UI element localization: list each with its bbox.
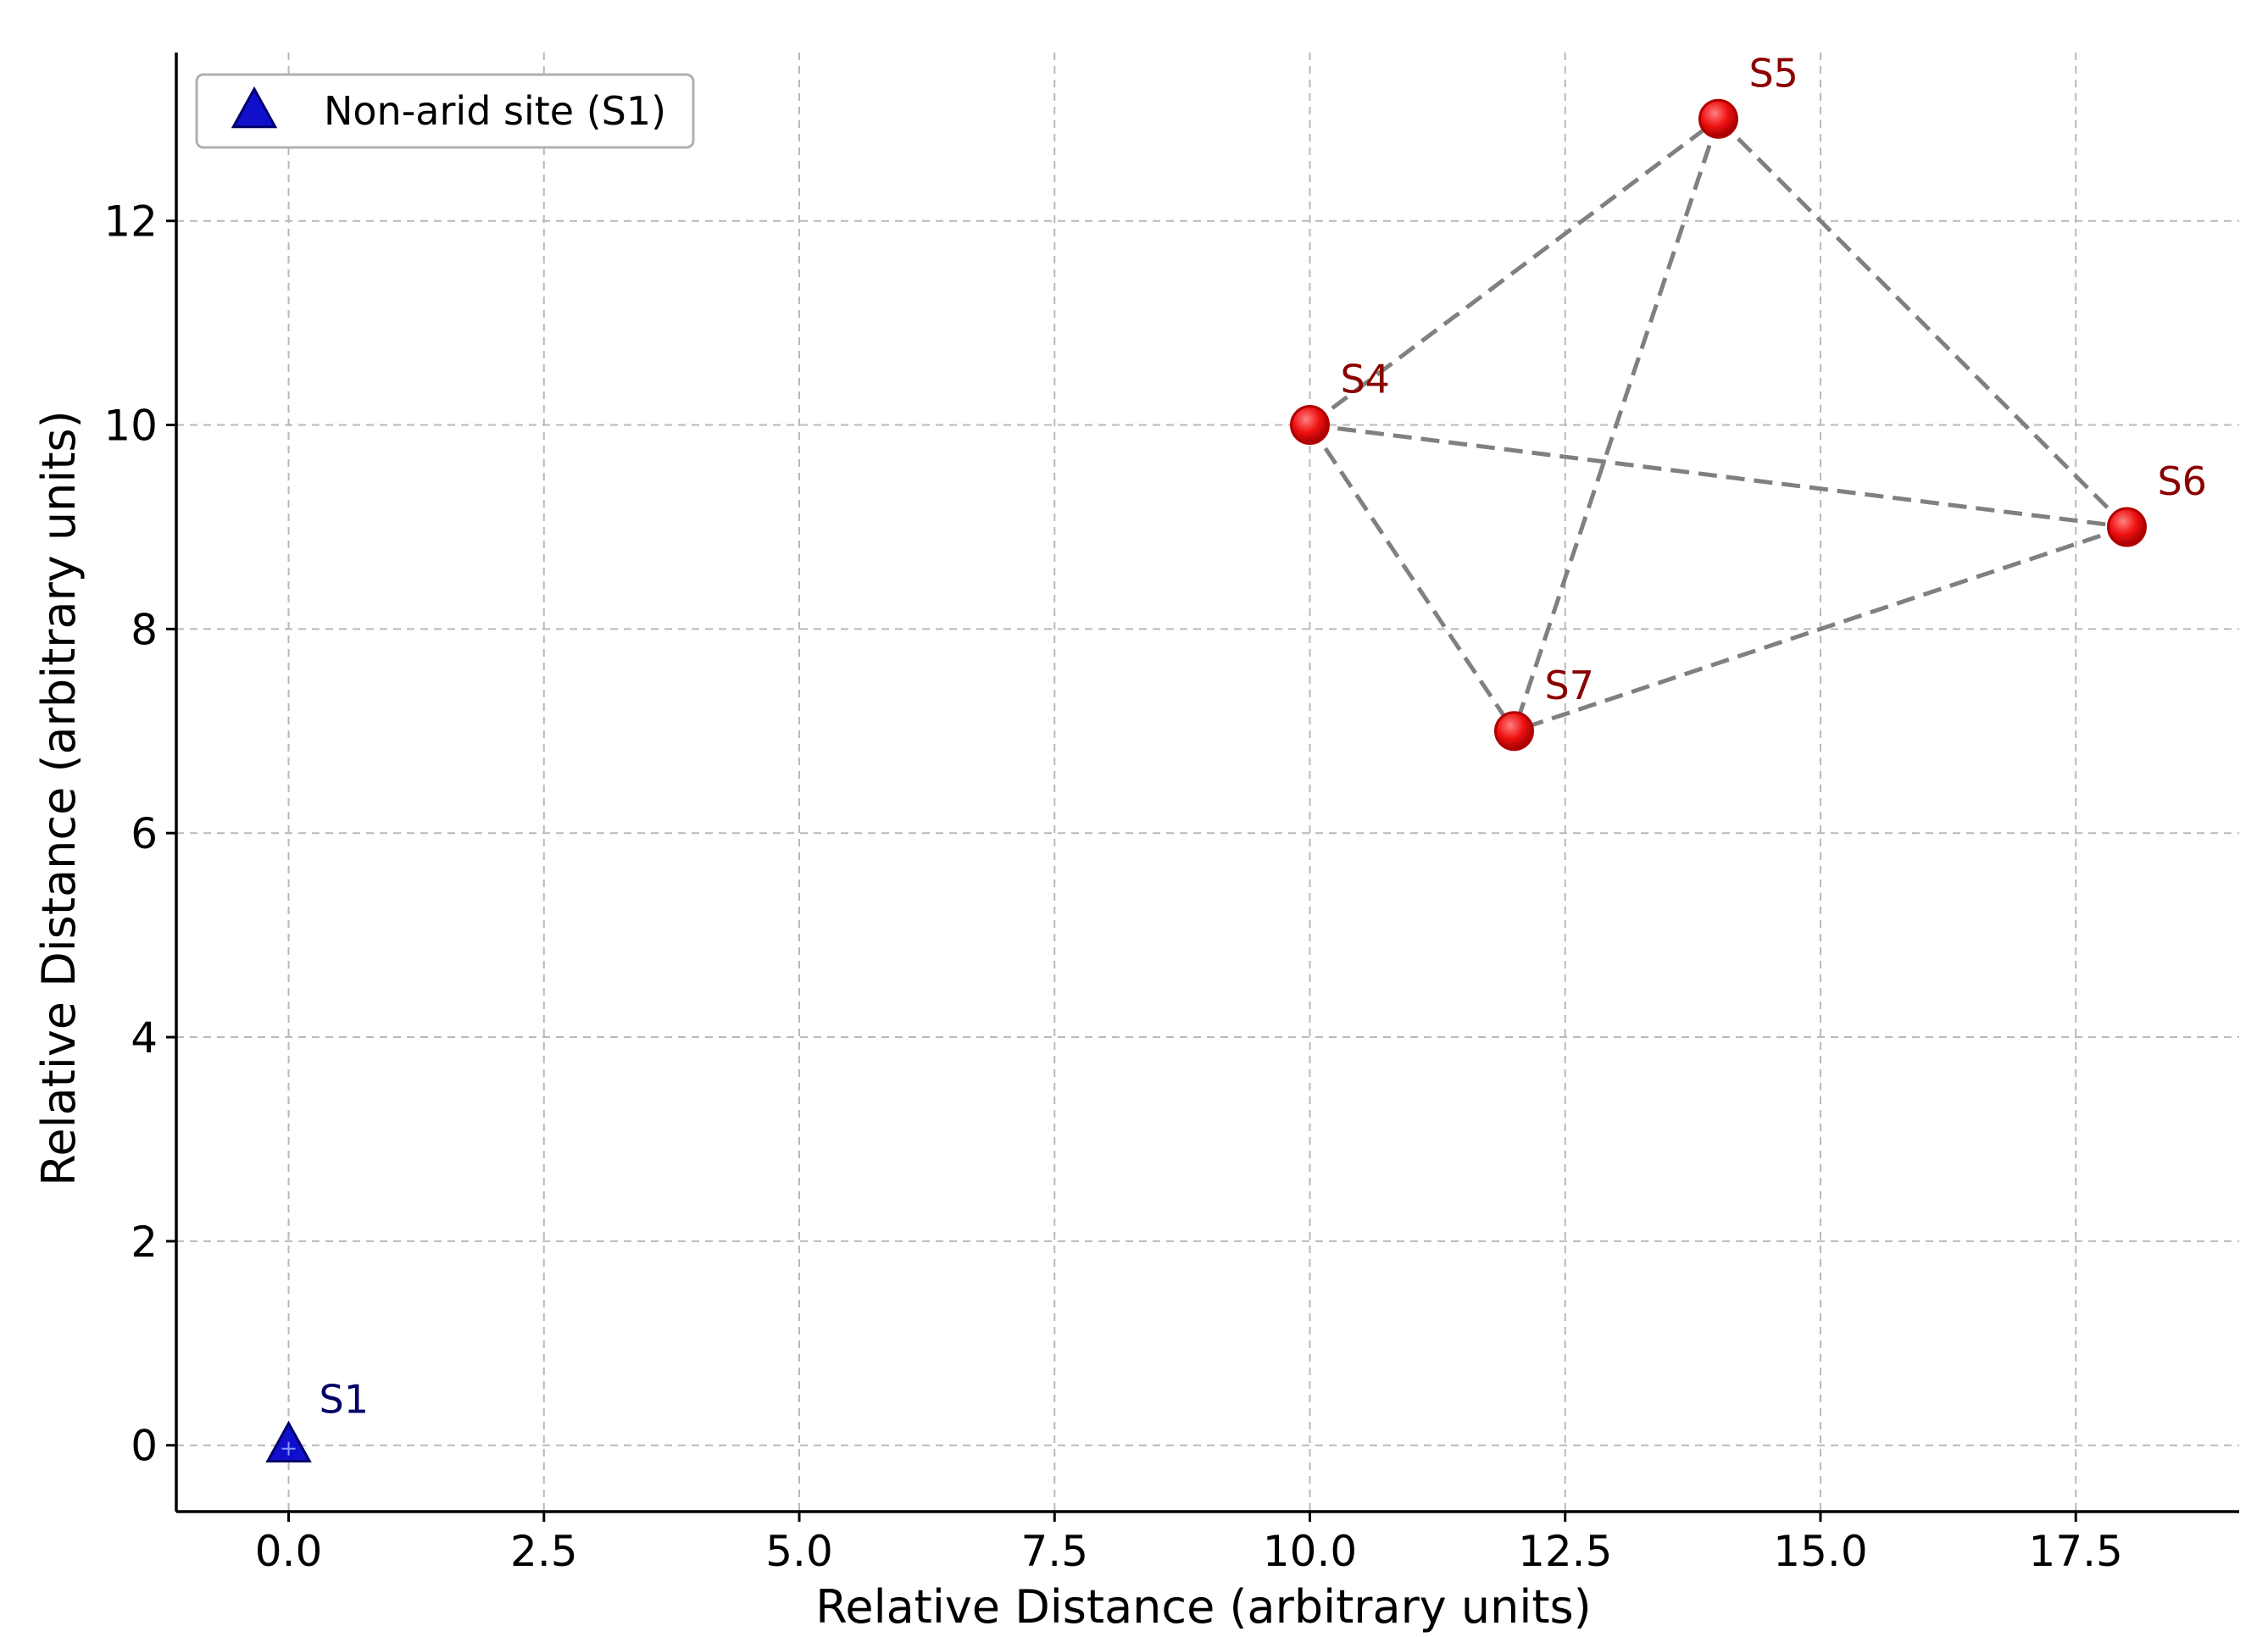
y-tick-label: 4 xyxy=(131,1013,158,1063)
x-tick-label: 0.0 xyxy=(255,1527,323,1576)
connection-s5-s6 xyxy=(1716,117,2129,529)
connection-s4-s6 xyxy=(1309,423,2127,530)
site-connections xyxy=(1308,117,2129,734)
y-tick-label: 2 xyxy=(131,1218,158,1267)
point-label-s5: S5 xyxy=(1748,50,1798,96)
point-s5-circle xyxy=(1698,98,1738,139)
y-tick-label: 0 xyxy=(131,1422,158,1471)
axes: 0.0 2.5 5.0 7.5 10.0 12.5 15.0 17.5 0 2 4 6 8 10 12 xyxy=(103,53,2239,1576)
legend-entry-label: Non-arid site (S1) xyxy=(324,88,666,134)
point-label-s7: S7 xyxy=(1544,663,1593,708)
point-label-s4: S4 xyxy=(1340,357,1389,402)
y-tick-label: 10 xyxy=(103,402,158,451)
x-tick-label: 7.5 xyxy=(1020,1527,1088,1576)
x-tick-label: 10.0 xyxy=(1263,1527,1357,1576)
point-label-s1: S1 xyxy=(320,1377,369,1423)
point-label-s6: S6 xyxy=(2157,458,2206,504)
connection-s4-s7 xyxy=(1308,424,1516,733)
point-s4-circle xyxy=(1289,405,1330,446)
grid xyxy=(176,53,2239,1512)
x-tick-label: 2.5 xyxy=(510,1527,578,1576)
x-tick-label: 12.5 xyxy=(1518,1527,1612,1576)
y-tick-label: 8 xyxy=(131,605,158,654)
connection-s4-s5 xyxy=(1308,117,1720,427)
x-axis-label: Relative Distance (arbitrary units) xyxy=(815,1580,1591,1634)
legend-box xyxy=(195,73,695,149)
legend: Non-arid site (S1) xyxy=(195,73,695,149)
connection-s5-s7 xyxy=(1512,118,1720,732)
connection-s6-s7 xyxy=(1513,524,2128,734)
data-points: S1 S4 S5 S6 S7 xyxy=(265,50,2207,1462)
x-tick-label: 5.0 xyxy=(765,1527,833,1576)
x-tick-label: 15.0 xyxy=(1773,1527,1867,1576)
legend-marker-triangle-icon xyxy=(231,86,278,129)
y-tick-label: 12 xyxy=(103,197,158,247)
point-s7-circle xyxy=(1493,711,1534,752)
y-tick-label: 6 xyxy=(131,809,158,858)
x-tick-label: 17.5 xyxy=(2029,1527,2123,1576)
y-axis-label: Relative Distance (arbitrary units) xyxy=(32,410,86,1185)
point-s6-circle xyxy=(2106,507,2147,547)
